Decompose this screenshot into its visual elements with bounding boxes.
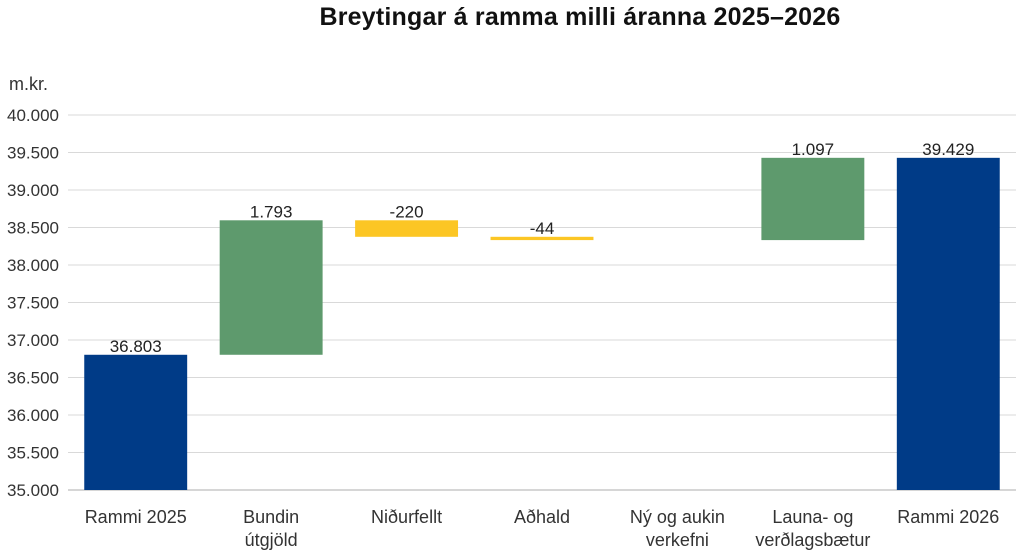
bar (761, 157, 865, 241)
bar (490, 236, 594, 241)
bar (896, 157, 1000, 490)
y-tick-label: 40.000 (7, 106, 59, 125)
y-tick-label: 38.500 (7, 219, 59, 238)
data-label: -44 (530, 219, 555, 238)
category-labels: Rammi 2025 Bundin útgjöld Niðurfellt Aðhald N… (85, 507, 1000, 550)
data-label: 36.803 (110, 337, 162, 356)
bar (355, 220, 459, 237)
chart-title: Breytingar á ramma milli áranna 2025–202… (319, 3, 841, 31)
data-label: -220 (390, 202, 424, 221)
category-label: Rammi 2026 (897, 507, 999, 527)
y-tick-label: 38.000 (7, 256, 59, 275)
gridlines (68, 114, 1016, 491)
y-axis-ticks: 35.000 35.500 36.000 36.500 37.000 37.500 38.0… (7, 106, 59, 500)
y-axis-unit-label: m.kr. (9, 74, 48, 94)
category-label: verðlagsbætur (755, 530, 870, 550)
category-label: Ný og aukin (630, 507, 725, 527)
data-label: 39.429 (922, 140, 974, 159)
bars (84, 157, 1000, 490)
category-label: Niðurfellt (371, 507, 442, 527)
bar (84, 354, 188, 490)
y-tick-label: 36.000 (7, 406, 59, 425)
y-tick-label: 36.500 (7, 369, 59, 388)
y-tick-label: 35.000 (7, 481, 59, 500)
y-tick-label: 37.500 (7, 294, 59, 313)
y-tick-label: 37.000 (7, 331, 59, 350)
category-label: Launa- og (772, 507, 853, 527)
y-tick-label: 39.000 (7, 181, 59, 200)
y-tick-label: 39.500 (7, 144, 59, 163)
data-label: 1.793 (250, 202, 293, 221)
category-label: Aðhald (514, 507, 570, 527)
category-label: verkefni (646, 530, 709, 550)
y-tick-label: 35.500 (7, 444, 59, 463)
category-label: Bundin (243, 507, 299, 527)
category-label: Rammi 2025 (85, 507, 187, 527)
data-label: 1.097 (792, 140, 835, 159)
data-labels: 36.803 1.793 -220 -44 1.097 39.429 (110, 140, 975, 356)
category-label: útgjöld (245, 530, 298, 550)
bar (219, 220, 323, 355)
